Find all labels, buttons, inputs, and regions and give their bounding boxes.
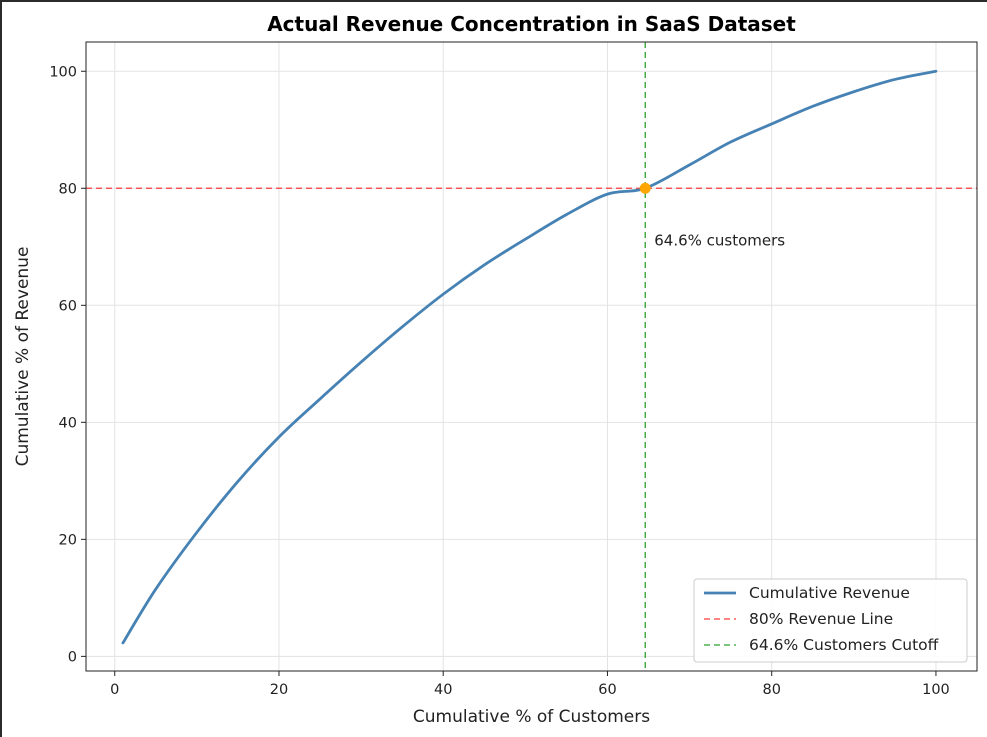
y-axis-label: Cumulative % of Revenue	[13, 247, 33, 467]
x-tick-label: 40	[434, 682, 452, 698]
y-tick-label: 40	[59, 415, 77, 431]
legend-label-customers-cutoff: 64.6% Customers Cutoff	[749, 636, 939, 654]
plot-area	[86, 42, 977, 671]
legend: Cumulative Revenue 80% Revenue Line 64.6…	[693, 578, 968, 663]
x-axis-label: Cumulative % of Customers	[413, 707, 650, 727]
x-tick-label: 60	[598, 682, 616, 698]
y-tick-label: 100	[49, 64, 77, 80]
y-tick-label: 80	[59, 181, 77, 197]
reference-lines	[86, 42, 977, 671]
chart-title: Actual Revenue Concentration in SaaS Dat…	[267, 12, 796, 36]
legend-box	[693, 578, 968, 663]
y-tick-label: 60	[59, 298, 77, 314]
x-tick-label: 100	[922, 682, 950, 698]
x-tick-label: 20	[270, 682, 288, 698]
ticks: 0 20 40 60 80 100 0 20 40 60 80 100	[49, 64, 949, 698]
plot-border	[85, 41, 978, 672]
x-tick-label: 0	[110, 682, 119, 698]
x-tick-label: 80	[762, 682, 780, 698]
legend-label-cumulative-revenue: Cumulative Revenue	[749, 584, 910, 602]
y-tick-label: 0	[68, 649, 77, 665]
y-tick-label: 20	[59, 532, 77, 548]
series-layer	[121, 69, 938, 645]
cutoff-annotation: 64.6% customers	[654, 231, 785, 249]
cumulative-revenue-line	[121, 69, 938, 645]
legend-label-80-revenue-line: 80% Revenue Line	[749, 610, 893, 628]
cutoff-point-marker	[639, 182, 651, 194]
